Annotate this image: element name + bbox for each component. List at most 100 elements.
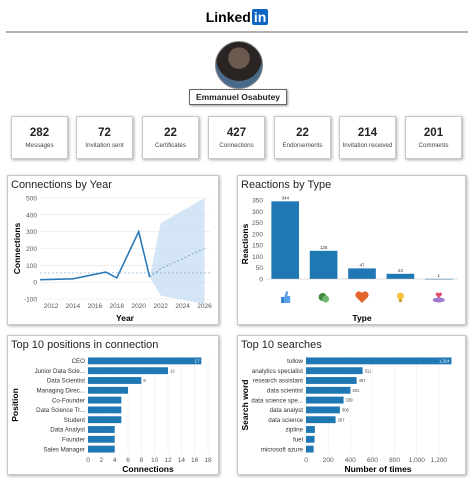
category-label: microsoft azure [261, 446, 304, 453]
data-label: 1,314 [439, 359, 450, 364]
bar [306, 396, 344, 404]
x-tick-label: 6 [126, 457, 130, 464]
forecast-band [149, 198, 205, 305]
category-label: data science spe... [251, 397, 303, 404]
bar [88, 426, 115, 433]
data-label: 401 [352, 388, 360, 393]
category-label: data scientist [267, 388, 303, 395]
data-label: 306 [342, 408, 350, 413]
x-axis-label: Number of times [344, 464, 411, 474]
y-tick-label: 100 [26, 263, 37, 270]
y-axis-label: Reactions [240, 223, 250, 264]
logo-text: Linked [205, 9, 251, 25]
category-label: data analyst [270, 407, 304, 414]
x-tick-label: 2 [100, 457, 104, 464]
y-tick-label: 200 [26, 246, 37, 253]
x-axis-label: Connections [122, 464, 174, 474]
y-tick-label: 0 [33, 280, 37, 287]
x-tick-label: 200 [323, 457, 334, 464]
category-label: Junior Data Scie... [34, 368, 85, 375]
kpi-value: 427 [226, 127, 247, 139]
data-label: 8 [143, 378, 146, 383]
kpi-value: 201 [423, 127, 444, 139]
kpi-card-connections: 427 Connections [208, 116, 265, 159]
y-axis-label: Connections [12, 222, 22, 274]
kpi-value: 282 [29, 127, 50, 139]
y-tick-label: 0 [259, 277, 263, 284]
x-tick-label: 4 [113, 457, 117, 464]
kpi-card-certificates: 22 Certificates [142, 116, 199, 159]
category-label: Sales Manager [43, 446, 85, 453]
bar [306, 386, 351, 394]
category-label: fuel [293, 437, 303, 444]
bar [348, 268, 376, 279]
thumbs-up-icon [281, 291, 291, 303]
clapping-hands-icon [318, 293, 330, 303]
x-tick-label: 0 [86, 457, 90, 464]
data-label: 1 [438, 273, 441, 278]
kpi-value: 22 [164, 127, 177, 139]
heart-icon [355, 291, 369, 303]
category-label: Managing Direc... [37, 388, 86, 395]
connections-by-year-card[interactable]: Connections by Year -100 0 100 200 300 400 500… [7, 175, 219, 325]
kpi-card-invitation-received: 214 Invitation received [339, 116, 396, 159]
bar [88, 445, 115, 453]
top-searches-card[interactable]: Top 10 searches 0 200 400 600 800 1,000 1,200 t… [237, 335, 466, 475]
bar [88, 367, 168, 375]
category-label: Data Science Tr... [36, 407, 85, 414]
top-positions-card[interactable]: Top 10 positions in connection 0 2 4 6 8 10 12… [7, 335, 219, 475]
kpi-value: 72 [98, 127, 111, 139]
data-label: 23 [398, 268, 404, 273]
data-label: 511 [365, 368, 372, 373]
data-label: 267 [338, 417, 346, 422]
y-tick-label: -100 [24, 297, 37, 304]
x-tick-label: 2014 [66, 303, 81, 310]
chart-title: Reactions by Type [241, 179, 332, 191]
x-tick-label: 8 [140, 457, 144, 464]
chart-title: Top 10 positions in connection [11, 339, 159, 351]
x-tick-label: 2016 [88, 303, 103, 310]
bar [88, 377, 142, 384]
category-label: tullow [287, 358, 303, 365]
kpi-card-invitation-sent: 72 Invitation sent [76, 116, 133, 159]
bar [306, 367, 363, 375]
x-tick-label: 14 [178, 457, 186, 464]
kpi-label: Invitation received [342, 142, 393, 149]
reactions-by-type-card[interactable]: Reactions by Type 0 50 100 150 200 250 300 350 3… [237, 175, 466, 325]
x-tick-label: 800 [389, 457, 400, 464]
bar [306, 435, 315, 443]
y-tick-label: 300 [252, 209, 263, 216]
bar [271, 201, 300, 279]
x-tick-label: 400 [345, 457, 356, 464]
kpi-label: Comments [418, 142, 449, 149]
category-label: research assistant [253, 378, 303, 385]
category-label: Co-Founder [52, 397, 85, 404]
category-label: Founder [62, 437, 85, 444]
data-label: 12 [170, 368, 175, 373]
category-label: Student [64, 417, 86, 424]
kpi-value: 214 [357, 127, 378, 139]
bar [309, 250, 338, 279]
reactions-bar-chart: 0 50 100 150 200 250 300 350 344 125 47 23 1 Type Reac… [240, 195, 458, 323]
bar [306, 416, 336, 424]
bar [88, 396, 122, 404]
data-label: 47 [359, 262, 365, 267]
x-tick-label: 2018 [110, 303, 125, 310]
bar [386, 273, 415, 279]
x-tick-label: 2022 [153, 303, 168, 310]
kpi-label: Endorsements [282, 142, 323, 149]
bar [88, 416, 122, 424]
searches-bar-chart: 0 200 400 600 800 1,000 1,200 tullow 1,314 analyt… [240, 356, 452, 474]
data-label: 457 [359, 378, 367, 383]
chart-title: Connections by Year [11, 179, 112, 191]
avatar [215, 41, 263, 89]
bar [88, 406, 122, 414]
hand-heart-icon [432, 292, 445, 303]
kpi-card-endorsements: 22 Endorsements [274, 116, 331, 159]
kpi-card-comments: 201 Comments [405, 116, 462, 159]
logo-in-badge: in [251, 9, 269, 25]
y-tick-label: 250 [252, 220, 263, 227]
y-axis-label: Position [10, 388, 20, 422]
bar [306, 406, 340, 414]
bar [306, 377, 357, 384]
